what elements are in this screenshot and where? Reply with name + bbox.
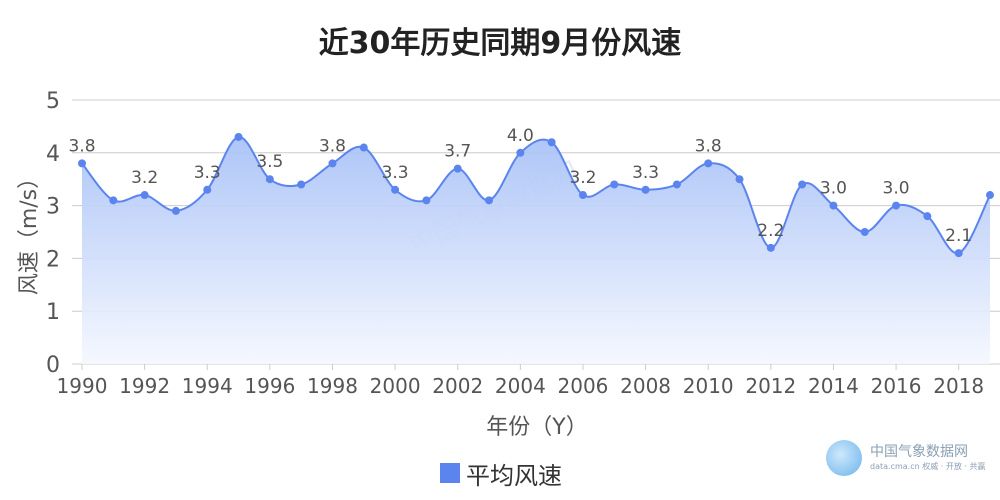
data-point [641,185,650,194]
x-tick-label: 2014 [808,374,859,398]
data-point [610,180,619,189]
x-tick-label: 2016 [871,374,922,398]
data-label: 2.2 [757,221,784,241]
x-tick-labels: 1990 1992 1994 1996 1998 2000 2002 2004 2006 2008… [57,374,985,398]
brand-url: data.cma.cn 权威 · 开放 · 共赢 [870,462,986,471]
y-tick-label: 5 [46,89,60,114]
data-point [171,206,180,215]
legend-swatch [440,463,460,483]
area-fill [82,136,990,364]
x-tick-label: 2002 [432,374,483,398]
x-tick-label: 1998 [307,374,358,398]
data-label: 3.3 [632,163,659,183]
brand-name: 中国气象数据网 [870,444,968,460]
data-label: 3.0 [883,179,910,199]
data-point [860,228,869,236]
data-point [203,185,212,194]
data-point [672,180,681,189]
y-tick-label: 4 [46,142,60,167]
data-point [735,175,744,184]
data-point [485,196,494,205]
data-point [516,148,525,157]
y-tick-labels: 0 1 2 3 4 5 [46,89,60,378]
data-point [422,196,431,205]
data-label: 3.5 [256,152,283,172]
y-axis-title: 风速（m/s） [17,167,42,295]
data-point [140,191,149,200]
x-tick-label: 1992 [119,374,170,398]
data-label: 3.8 [319,136,346,156]
data-point [297,180,306,189]
data-point [798,180,807,189]
data-label: 3.8 [68,136,95,156]
data-point [766,243,775,252]
data-point [265,175,274,184]
data-label: 3.3 [194,163,221,183]
data-label: 4.0 [507,126,534,146]
data-point [892,201,901,210]
x-axis-title: 年份（Y） [486,415,587,440]
brand-watermark: 中国气象数据网 data.cma.cn 权威 · 开放 · 共赢 [826,428,996,488]
data-point [391,185,400,194]
x-tick-label: 2004 [495,374,546,398]
x-tick-label: 1990 [57,374,108,398]
chart-title: 近30年历史同期9月份风速 [318,26,682,61]
y-tick-label: 2 [46,247,60,272]
x-tick-label: 2018 [933,374,984,398]
data-point [704,159,713,168]
x-tick-label: 1996 [244,374,295,398]
data-point [954,249,963,258]
data-point [986,191,994,200]
data-labels: 3.8 3.2 3.3 3.5 3.8 3.3 3.7 4.0 3.2 3.3 3.8 2.2 3.0 3… [68,126,972,246]
x-tick-label: 2010 [683,374,734,398]
x-tick-label: 2000 [370,374,421,398]
data-label: 3.7 [444,142,471,162]
cma-logo-icon [826,440,862,476]
data-point [78,159,86,168]
data-point [234,132,243,141]
data-point [453,164,462,173]
data-point [109,196,118,205]
data-point [923,212,932,221]
y-tick-label: 3 [46,195,60,220]
y-tick-label: 1 [46,300,60,325]
legend[interactable]: 平均风速 [440,458,562,490]
x-tick-label: 2008 [620,374,671,398]
data-label: 3.8 [695,136,722,156]
data-label: 3.0 [820,179,847,199]
data-label: 3.2 [131,168,158,188]
area-fill-path [82,136,990,364]
data-points [78,132,994,258]
data-label: 3.3 [382,163,409,183]
data-point [328,159,337,168]
x-tick-label: 2012 [745,374,796,398]
legend-label: 平均风速 [466,461,562,490]
data-label: 2.1 [945,226,972,246]
data-label: 3.2 [569,168,596,188]
data-point [829,201,838,210]
data-point [547,138,556,147]
x-tick-label: 1994 [182,374,233,398]
y-tick-label: 0 [46,353,60,378]
data-point [359,143,368,152]
data-point [578,191,587,200]
x-tick-label: 2006 [558,374,609,398]
